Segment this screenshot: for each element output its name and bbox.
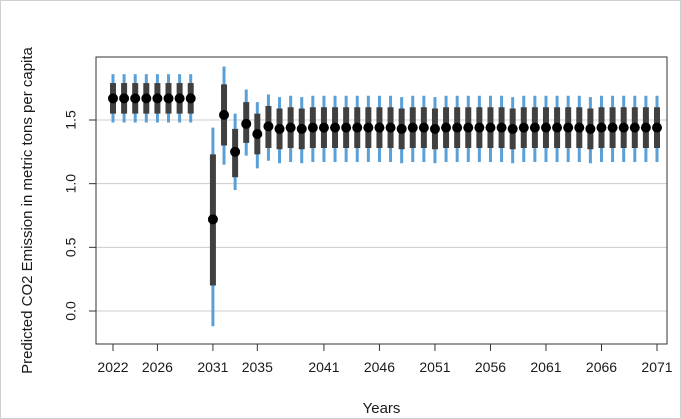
data-point xyxy=(119,93,130,104)
data-point xyxy=(330,122,341,133)
y-tick-label: 0.0 xyxy=(63,301,79,321)
data-point xyxy=(285,122,296,133)
data-point xyxy=(552,122,563,133)
data-point xyxy=(296,123,307,134)
x-tick-label: 2035 xyxy=(242,359,273,375)
data-point xyxy=(108,93,118,104)
plot-area-box xyxy=(95,56,668,345)
x-tick-label: 2051 xyxy=(419,359,450,375)
data-point xyxy=(152,93,163,104)
data-point xyxy=(418,122,429,133)
data-point xyxy=(185,93,196,104)
data-point xyxy=(574,122,585,133)
data-point xyxy=(307,122,318,133)
y-tick-label: 0.5 xyxy=(63,237,79,257)
y-axis-title: Predicted CO2 Emission in metric tons pe… xyxy=(19,46,36,373)
data-point xyxy=(441,122,452,133)
y-axis: 0.0 0.5 1.0 1.5 xyxy=(63,110,96,321)
x-tick-label: 2041 xyxy=(308,359,339,375)
data-point xyxy=(163,93,174,104)
y-tick-label: 1.5 xyxy=(63,110,79,130)
x-tick-label: 2066 xyxy=(586,359,617,375)
data-point xyxy=(252,129,263,140)
data-point xyxy=(463,122,474,133)
data-point xyxy=(652,122,662,133)
data-point xyxy=(563,122,574,133)
y-tick-label: 1.0 xyxy=(63,174,79,194)
x-tick-label: 2046 xyxy=(364,359,395,375)
data-point xyxy=(540,122,551,133)
gridlines xyxy=(96,119,667,312)
data-point xyxy=(141,93,152,104)
x-tick-label: 2022 xyxy=(97,359,128,375)
data-point xyxy=(130,93,141,104)
data-point xyxy=(352,122,363,133)
x-tick-label: 2026 xyxy=(142,359,173,375)
data-point xyxy=(219,109,230,120)
x-axis-title: Years xyxy=(363,400,401,417)
x-tick-label: 2031 xyxy=(197,359,228,375)
data-point xyxy=(474,122,485,133)
data-point xyxy=(529,122,540,133)
data-point xyxy=(174,93,185,104)
data-point xyxy=(363,122,374,133)
data-point xyxy=(596,122,607,133)
data-point xyxy=(385,122,396,133)
data-point xyxy=(407,122,418,133)
data-point xyxy=(274,123,285,134)
data-point xyxy=(485,122,496,133)
data-point xyxy=(230,146,241,157)
data-point xyxy=(496,122,507,133)
data-point xyxy=(374,122,385,133)
data-point xyxy=(396,123,407,134)
data-point xyxy=(241,118,252,129)
x-axis: 2022 2026 2031 2035 2041 2046 2051 2056 2061 2066… xyxy=(97,344,673,375)
x-tick-label: 2061 xyxy=(530,359,561,375)
data-point xyxy=(607,122,618,133)
x-tick-label: 2071 xyxy=(641,359,672,375)
data-point xyxy=(452,122,463,133)
data-point xyxy=(507,123,518,134)
data-point xyxy=(207,214,218,225)
data-point xyxy=(341,122,352,133)
data-point xyxy=(585,123,596,134)
data-point xyxy=(318,122,329,133)
data-point xyxy=(640,122,651,133)
data-point xyxy=(629,122,640,133)
data-point xyxy=(618,122,629,133)
data-point xyxy=(263,121,274,132)
data-point xyxy=(518,122,529,133)
data-marks xyxy=(108,66,662,327)
data-point xyxy=(429,123,440,134)
x-tick-label: 2056 xyxy=(475,359,506,375)
